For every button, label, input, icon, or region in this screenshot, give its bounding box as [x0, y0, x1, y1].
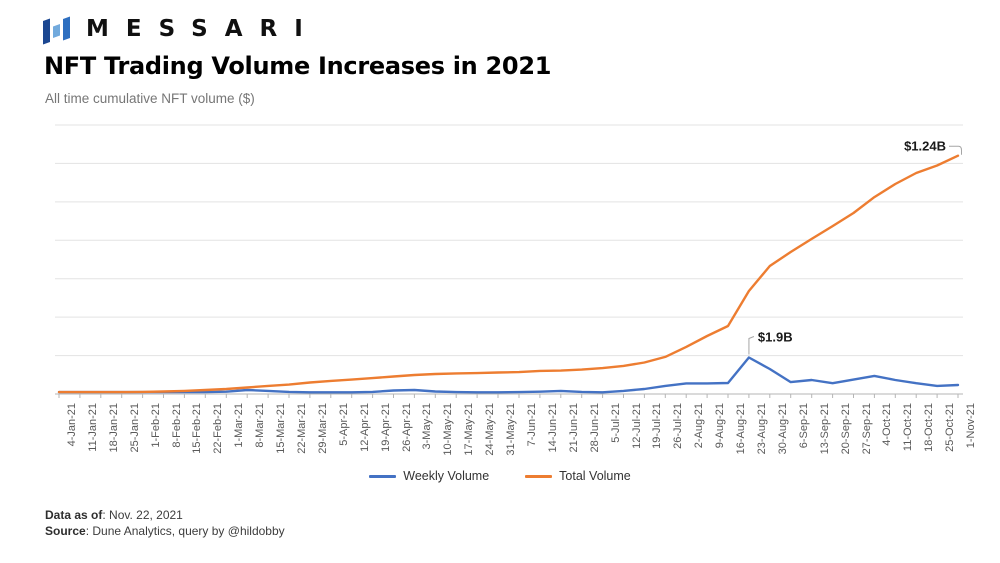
x-axis-label: 19-Jul-21 [651, 403, 664, 449]
series-line-total-volume [57, 154, 960, 394]
source-label: Source [45, 524, 86, 538]
x-axis-label: 27-Sep-21 [860, 403, 873, 455]
x-axis-label: 5-Jul-21 [609, 403, 622, 443]
total-volume-line-swatch [525, 474, 553, 478]
brand-wordmark: MESSARI [86, 16, 320, 42]
x-axis-label: 4-Oct-21 [881, 403, 894, 446]
page-title: NFT Trading Volume Increases in 2021 [44, 52, 552, 80]
chart-footer: Data as of: Nov. 22, 2021 Source: Dune A… [45, 507, 285, 539]
chart-subtitle: All time cumulative NFT volume ($) [45, 91, 255, 106]
x-axis-label: 20-Sep-21 [839, 403, 852, 455]
messari-brand: MESSARI [40, 13, 320, 45]
x-axis-label: 17-May-21 [463, 403, 476, 456]
source-value: : Dune Analytics, query by @hildobby [85, 524, 285, 538]
x-axis-label: 5-Apr-21 [337, 403, 350, 446]
x-axis-label: 1-Mar-21 [233, 403, 246, 448]
annotation-leader [949, 145, 962, 155]
legend-label: Weekly Volume [403, 469, 490, 483]
x-axis-label: 18-Jan-21 [107, 403, 120, 453]
x-axis-label: 26-Apr-21 [400, 403, 413, 452]
x-axis-label: 29-Mar-21 [316, 403, 329, 454]
x-axis-label: 15-Mar-21 [275, 403, 288, 454]
annotation-leader [748, 336, 755, 355]
x-axis-label: 2-Aug-21 [693, 403, 706, 449]
logo-bar [63, 16, 70, 41]
weekly-volume-line-swatch [369, 474, 397, 478]
x-axis-label: 22-Mar-21 [296, 403, 308, 454]
x-axis-label: 1-Feb-21 [149, 403, 162, 448]
x-axis-label: 18-Oct-21 [923, 403, 936, 452]
x-axis-label: 12-Apr-21 [358, 403, 371, 452]
x-axis-label: 14-Jun-21 [546, 403, 559, 453]
x-axis-label: 25-Jan-21 [128, 403, 141, 453]
x-axis-label: 11-Jan-21 [86, 403, 99, 452]
x-axis-label: 13-Sep-21 [818, 403, 831, 455]
x-axis-label: 24-May-21 [484, 403, 497, 456]
x-axis-label: 7-Jun-21 [526, 403, 538, 447]
logo-bar [53, 24, 60, 38]
legend-item-weekly-volume: Weekly Volume [369, 469, 489, 483]
x-axis-label: 1-Nov-21 [965, 403, 977, 449]
x-axis-label: 3-May-21 [421, 403, 434, 450]
legend-label: Total Volume [559, 469, 631, 483]
x-axis-label: 19-Apr-21 [379, 403, 392, 452]
logo-bar [43, 18, 50, 45]
x-axis-label: 8-Feb-21 [170, 403, 183, 448]
x-axis-label: 12-Jul-21 [630, 403, 643, 449]
legend-item-total-volume: Total Volume [525, 469, 631, 483]
data-as-of-label: Data as of [45, 508, 103, 522]
x-axis-label: 11-Oct-21 [902, 403, 915, 452]
x-axis-label: 25-Oct-21 [944, 403, 957, 452]
annotation-label: $1.9B [758, 330, 793, 345]
x-axis-label: 30-Aug-21 [776, 403, 789, 455]
x-axis-label: 26-Jul-21 [672, 403, 685, 449]
x-axis-label: 31-May-21 [505, 403, 517, 456]
series-line-weekly-volume [57, 356, 960, 394]
nft-volume-line-chart: $1.9B $1.24B [55, 124, 963, 398]
messari-logo-icon [43, 16, 70, 45]
chart-legend: Weekly Volume Total Volume [0, 469, 1000, 483]
data-as-of-line: Data as of: Nov. 22, 2021 [45, 507, 285, 523]
x-axis-label: 16-Aug-21 [735, 403, 747, 455]
data-as-of-value: : Nov. 22, 2021 [102, 508, 183, 522]
x-axis-label: 23-Aug-21 [755, 403, 768, 455]
source-line: Source: Dune Analytics, query by @hildob… [45, 523, 285, 539]
x-axis-label: 21-Jun-21 [567, 403, 580, 453]
x-axis-label: 8-Mar-21 [254, 403, 267, 448]
x-axis-label: 9-Aug-21 [714, 403, 727, 449]
x-axis-label: 6-Sep-21 [797, 403, 810, 449]
x-axis-label: 28-Jun-21 [588, 403, 601, 453]
x-axis-label: 15-Feb-21 [191, 403, 204, 454]
x-axis-label: 10-May-21 [442, 403, 455, 456]
x-axis-label: 22-Feb-21 [212, 403, 225, 454]
x-axis-label: 4-Jan-21 [66, 403, 78, 447]
annotation-label: $1.24B [904, 139, 946, 154]
